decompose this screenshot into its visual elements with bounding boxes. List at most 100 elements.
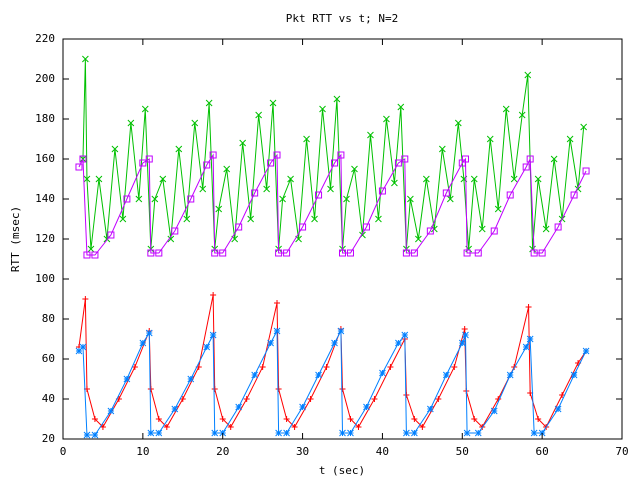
data-point	[401, 155, 409, 163]
data-point	[535, 416, 542, 422]
data-point	[211, 429, 219, 437]
data-point	[438, 145, 446, 153]
series-line	[78, 330, 587, 436]
data-point	[159, 175, 167, 183]
data-point	[155, 429, 163, 437]
data-point	[163, 424, 170, 430]
data-point	[155, 416, 162, 422]
data-point	[518, 111, 526, 119]
data-point	[422, 175, 430, 183]
series	[79, 55, 588, 253]
data-point	[303, 135, 310, 143]
data-point	[582, 347, 590, 355]
data-point	[506, 371, 514, 379]
data-point	[362, 223, 370, 231]
data-point	[259, 364, 266, 370]
series	[75, 151, 590, 259]
data-point	[534, 175, 542, 183]
data-point	[337, 151, 345, 159]
data-point	[307, 396, 314, 402]
data-point	[235, 223, 243, 231]
data-point	[530, 249, 538, 257]
data-point	[526, 335, 534, 343]
data-point	[367, 131, 374, 139]
data-point	[145, 155, 153, 163]
y-tick-label: 180	[35, 112, 55, 125]
data-point	[554, 223, 562, 231]
data-point	[542, 225, 550, 233]
data-point	[442, 371, 450, 379]
data-point	[283, 416, 290, 422]
data-point	[490, 407, 498, 415]
data-point	[247, 215, 255, 223]
y-tick-label: 60	[42, 352, 55, 365]
data-point	[339, 386, 346, 392]
x-tick-label: 70	[615, 445, 628, 458]
data-point	[275, 249, 283, 257]
data-point	[347, 429, 354, 437]
data-point	[155, 249, 163, 257]
y-tick-label: 200	[35, 72, 55, 85]
data-point	[474, 249, 482, 257]
data-point	[327, 185, 334, 193]
data-point	[530, 429, 538, 437]
x-tick-label: 40	[376, 445, 389, 458]
data-point	[323, 364, 330, 370]
data-point	[337, 327, 345, 335]
data-point	[333, 95, 341, 103]
data-point	[394, 159, 402, 167]
data-point	[191, 119, 199, 127]
x-axis-label: t (sec)	[319, 464, 365, 477]
data-point	[139, 159, 147, 167]
data-point	[580, 123, 588, 131]
data-point	[223, 165, 231, 173]
data-point	[463, 249, 471, 257]
data-point	[119, 215, 127, 223]
data-point	[275, 386, 282, 392]
data-point	[131, 364, 138, 370]
data-point	[175, 145, 183, 153]
data-point	[203, 343, 211, 351]
data-point	[525, 304, 532, 310]
data-point	[275, 429, 282, 437]
data-point	[410, 249, 418, 257]
data-point	[299, 403, 306, 411]
data-point	[461, 326, 468, 332]
y-tick-label: 40	[42, 392, 55, 405]
data-point	[243, 396, 250, 402]
data-point	[470, 175, 478, 183]
data-point	[209, 331, 217, 339]
data-point	[442, 189, 450, 197]
y-tick-label: 100	[35, 272, 55, 285]
data-point	[135, 195, 143, 203]
data-point	[559, 392, 566, 398]
data-point	[147, 386, 154, 392]
data-point	[415, 235, 422, 243]
series-line	[78, 153, 587, 256]
data-point	[346, 249, 354, 257]
data-point	[554, 405, 562, 413]
data-point	[267, 159, 275, 167]
data-point	[147, 249, 155, 257]
data-point	[107, 407, 115, 415]
data-point	[283, 249, 291, 257]
data-point	[566, 135, 574, 143]
data-point	[91, 431, 99, 439]
data-point	[95, 175, 103, 183]
data-point	[375, 215, 382, 223]
data-point	[331, 159, 339, 167]
data-point	[387, 364, 394, 370]
data-point	[123, 375, 131, 383]
data-point	[273, 327, 281, 335]
data-point	[339, 249, 346, 257]
data-point	[458, 159, 466, 167]
data-point	[435, 396, 442, 402]
data-point	[315, 191, 323, 199]
data-point	[187, 195, 195, 203]
data-point	[355, 424, 362, 430]
data-point	[462, 331, 469, 339]
data-point	[363, 403, 370, 411]
data-point	[397, 103, 405, 111]
data-point	[187, 375, 195, 383]
x-tick-label: 50	[456, 445, 469, 458]
